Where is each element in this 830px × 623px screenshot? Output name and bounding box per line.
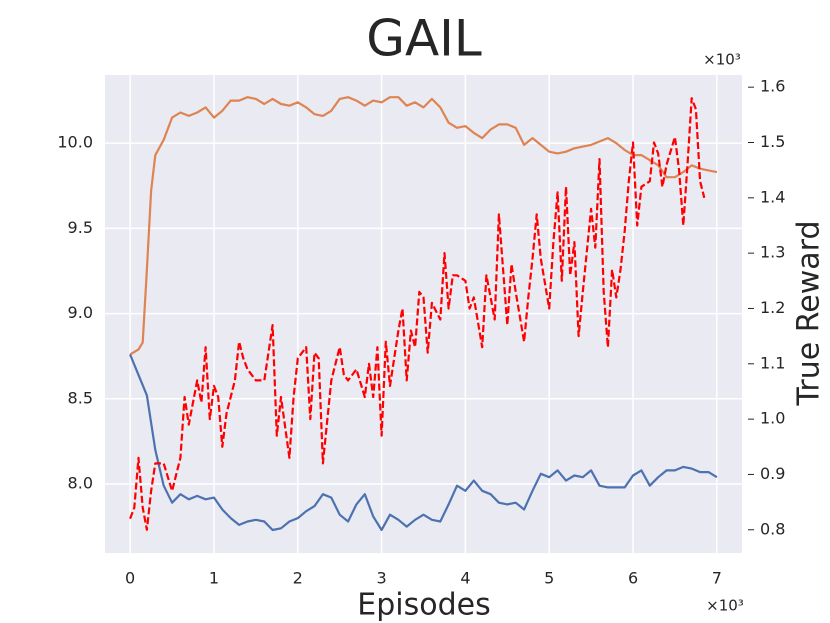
y2-tick-label: 1.5 xyxy=(760,132,785,151)
x-offset-label: ×10³ xyxy=(706,597,744,615)
y-tick-label: 9.0 xyxy=(68,303,93,322)
chart-title: GAIL xyxy=(366,10,482,68)
x-tick-label: 0 xyxy=(125,569,135,588)
y-tick-label: 9.5 xyxy=(68,218,93,237)
x-tick-label: 4 xyxy=(460,569,470,588)
y2-offset-label: ×10³ xyxy=(703,51,741,69)
y2-tick-label: 0.9 xyxy=(760,464,785,483)
y2-tick-label: 1.2 xyxy=(760,298,785,317)
y2-tick-label: 0.8 xyxy=(760,519,785,538)
x-tick-label: 7 xyxy=(712,569,722,588)
x-tick-label: 3 xyxy=(376,569,386,588)
x-tick-label: 6 xyxy=(628,569,638,588)
x-tick-label: 5 xyxy=(544,569,554,588)
y2-tick-label: 1.1 xyxy=(760,353,785,372)
y-tick-label: 8.5 xyxy=(68,388,93,407)
y2-axis-label: True Reward xyxy=(792,221,827,407)
line-series xyxy=(129,96,718,356)
y2-tick-label: 1.0 xyxy=(760,409,785,428)
line-series xyxy=(129,354,718,532)
x-tick-label: 2 xyxy=(293,569,303,588)
y2-tick-label: 1.4 xyxy=(760,187,785,206)
y-tick-label: 10.0 xyxy=(57,133,93,152)
x-tick-label: 1 xyxy=(209,569,219,588)
y-tick-label: 8.0 xyxy=(68,473,93,492)
x-axis-label: Episodes xyxy=(357,588,490,623)
y2-tick-label: 1.6 xyxy=(760,77,785,96)
y2-tick-label: 1.3 xyxy=(760,243,785,262)
line-series xyxy=(129,97,706,531)
